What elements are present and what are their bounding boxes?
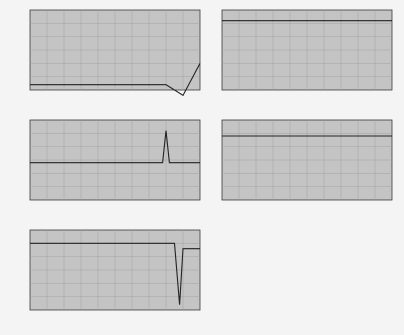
chart-panel-2	[221, 9, 393, 91]
series-line-1	[30, 63, 201, 97]
series-line-1	[30, 130, 200, 164]
chart-panel-5	[29, 229, 201, 311]
chart-panel-4	[221, 119, 393, 201]
chart-panel-1	[29, 9, 201, 97]
chart-panel-3	[29, 119, 201, 201]
series-line-1	[30, 242, 200, 305]
